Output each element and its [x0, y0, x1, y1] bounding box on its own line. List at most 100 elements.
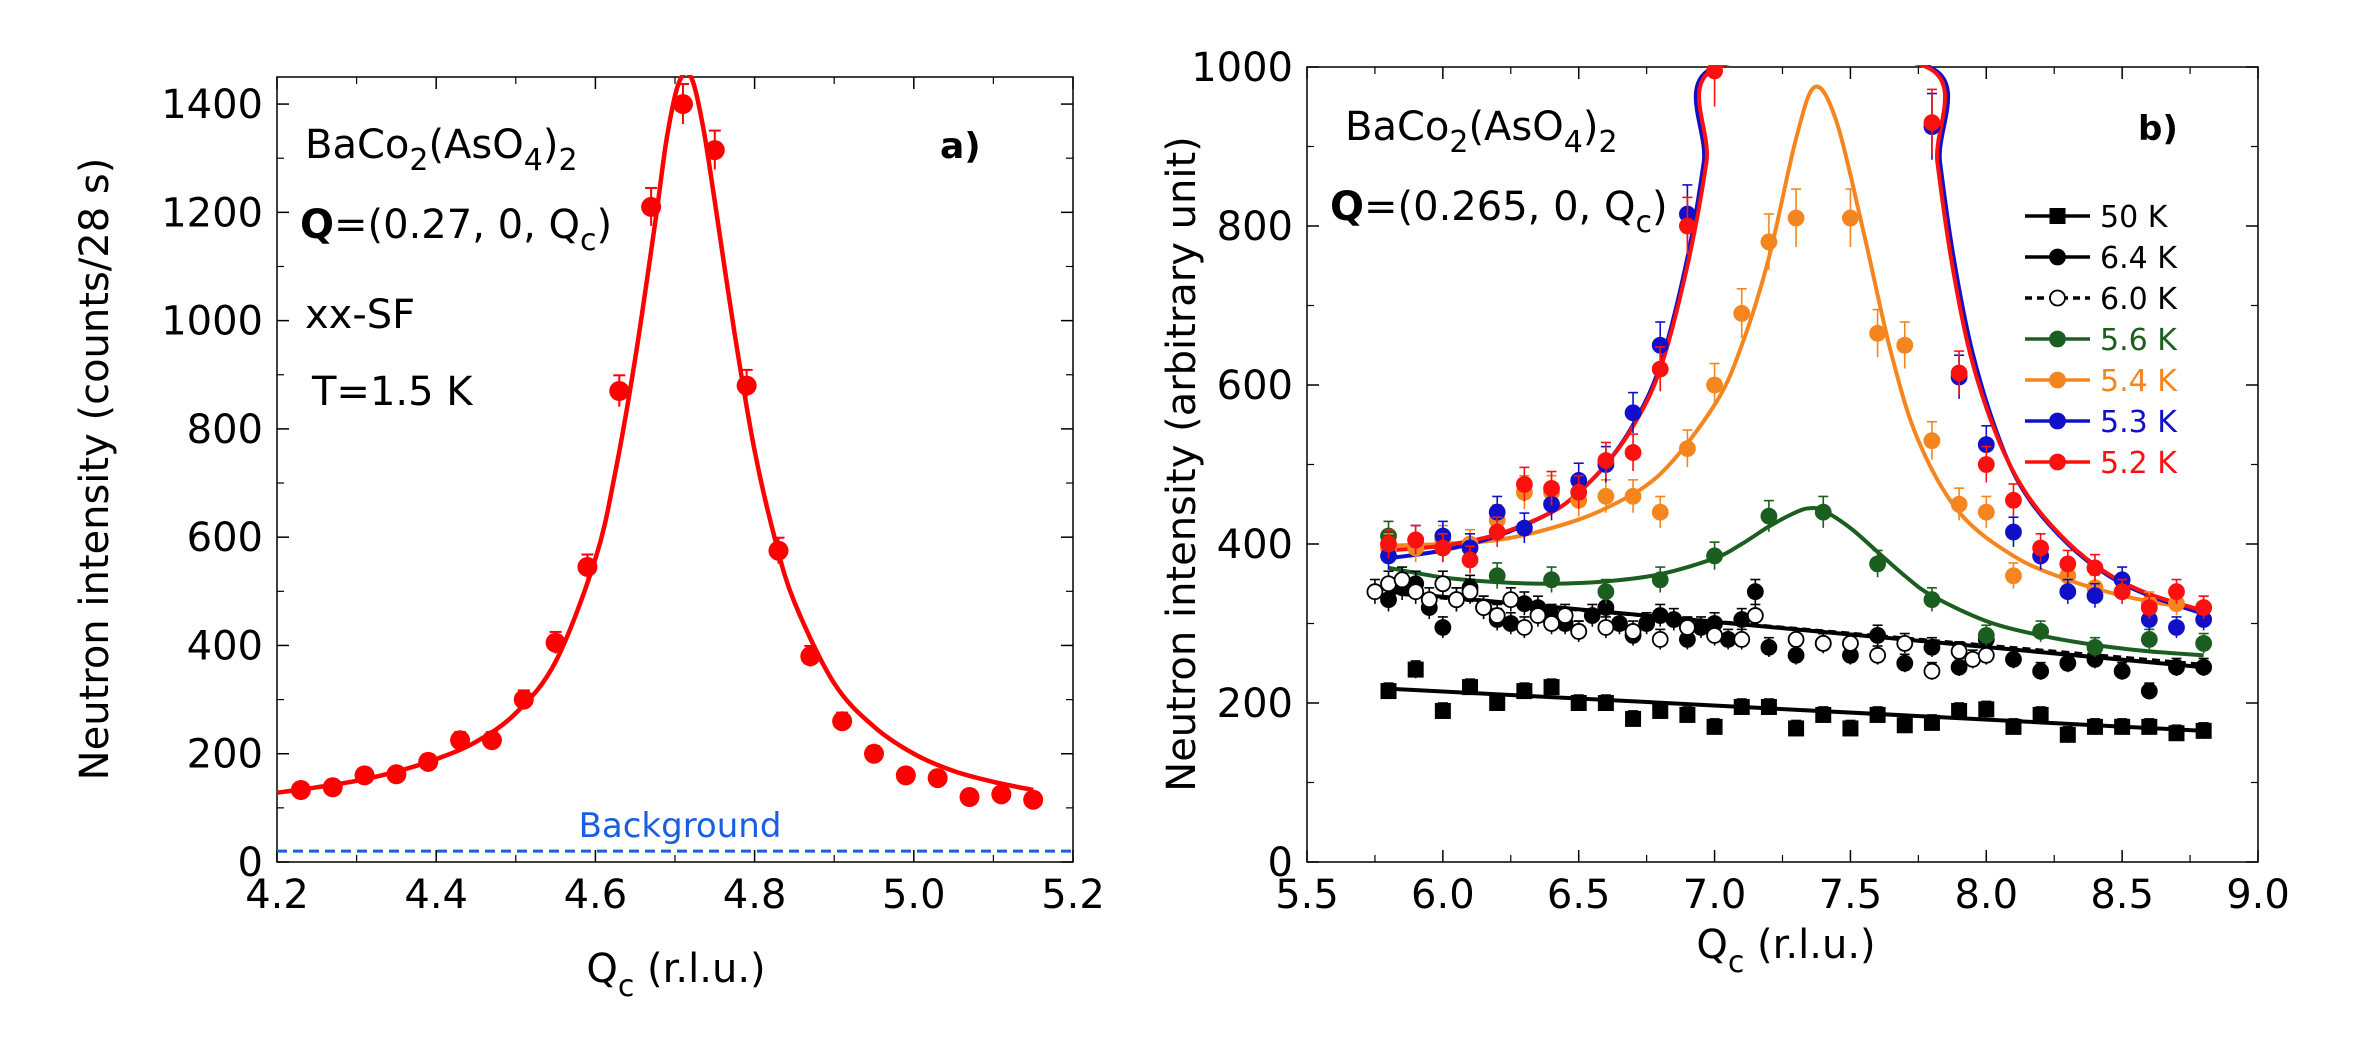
y-tick-label: 0	[1268, 840, 1293, 886]
data-point	[672, 94, 693, 115]
data-point	[2032, 662, 2050, 680]
data-point	[1597, 583, 1615, 601]
data-point	[1488, 607, 1506, 624]
data-point	[895, 765, 916, 786]
panel-b-q-vector: Q=(0.265, 0, Qc)	[1330, 184, 1668, 240]
data-point	[2168, 619, 2185, 636]
data-point	[1842, 634, 1859, 652]
data-point	[1624, 487, 1642, 505]
data-point	[800, 646, 821, 667]
data-point	[354, 765, 375, 786]
data-point	[1611, 615, 1628, 632]
panel-a-xlabel: Qc (r.l.u.)	[586, 946, 765, 1004]
data-point	[1760, 638, 1778, 656]
data-point	[1746, 607, 1764, 624]
data-point	[1380, 535, 1397, 553]
data-point	[1787, 631, 1805, 648]
data-point	[1652, 702, 1669, 719]
data-point	[1787, 646, 1805, 664]
legend-marker	[2049, 371, 2066, 389]
data-point	[1516, 683, 1533, 700]
data-point	[1950, 364, 1968, 382]
data-point	[1380, 683, 1397, 700]
data-point	[2114, 718, 2131, 735]
data-point	[1393, 571, 1411, 589]
data-point	[1434, 702, 1451, 719]
data-point	[2113, 583, 2131, 601]
data-point	[1869, 706, 1886, 723]
data-point	[768, 540, 789, 561]
data-point	[1815, 706, 1832, 723]
data-point	[2141, 718, 2158, 735]
data-point	[1896, 336, 1914, 354]
data-point	[1896, 717, 1913, 734]
data-point	[1624, 623, 1642, 640]
data-point	[1515, 595, 1533, 613]
x-tick-label: 6.0	[1411, 872, 1475, 918]
data-point	[1977, 503, 1995, 521]
data-point	[2059, 726, 2076, 743]
x-tick-label: 4.2	[245, 872, 309, 918]
data-point	[1679, 440, 1696, 458]
data-point	[1543, 479, 1560, 497]
data-point	[2005, 567, 2022, 585]
y-tick-label: 800	[1217, 204, 1293, 250]
data-point	[1923, 432, 1941, 450]
y-tick-label: 1200	[161, 190, 263, 236]
data-point	[1760, 698, 1777, 715]
y-tick-label: 400	[187, 623, 263, 669]
panel-a-label: a)	[940, 126, 981, 167]
data-point	[1583, 607, 1601, 624]
data-point	[1977, 627, 1995, 644]
data-point	[1570, 483, 1588, 501]
data-point	[1760, 507, 1778, 525]
data-point	[1597, 452, 1615, 469]
panel-a-mode: xx-SF	[305, 292, 415, 338]
panel-a-frame	[276, 76, 1074, 863]
legend-label: 5.4 K	[2100, 364, 2178, 399]
data-point	[1597, 487, 1615, 505]
data-point	[1814, 503, 1832, 521]
panel-a-ticks: 4.2 4.4 4.6 4.8 5.0 5.2 0 200 400 600 800 1000 1200 1…	[161, 77, 1105, 918]
x-tick-label: 9.0	[2226, 872, 2290, 918]
panel-b-label: b)	[2138, 109, 2178, 149]
data-point	[1706, 627, 1723, 644]
legend-label: 6.0 K	[2100, 282, 2178, 317]
data-point	[1951, 702, 1968, 719]
legend-label: 5.2 K	[2100, 446, 2178, 481]
data-point	[1733, 611, 1751, 628]
data-point	[1706, 718, 1723, 735]
data-point	[2032, 539, 2050, 557]
panel-a-compound: BaCo2(AsO4)2	[305, 122, 578, 178]
data-point	[2086, 587, 2104, 605]
data-point	[2032, 706, 2049, 723]
data-point	[1896, 634, 1914, 652]
panel-a-q-vector: Q=(0.27, 0, Qc)	[300, 202, 612, 258]
data-point	[1923, 714, 1940, 731]
data-point	[1407, 583, 1425, 601]
data-point	[1407, 661, 1424, 678]
data-point	[641, 196, 662, 217]
data-point	[1733, 305, 1751, 322]
data-point	[1706, 65, 1723, 80]
data-point	[1788, 720, 1805, 737]
data-point	[2140, 682, 2158, 700]
fit-line-6-0-K	[1374, 589, 2204, 667]
panel-a-background: Background	[277, 806, 1073, 853]
data-point	[450, 730, 471, 751]
data-point	[1896, 654, 1914, 672]
data-point	[418, 751, 439, 772]
fit-line-5-6-K	[1388, 505, 2204, 658]
panel-b-fits	[1374, 65, 2205, 733]
data-point	[2005, 650, 2022, 668]
data-point	[2113, 662, 2131, 680]
data-point	[959, 787, 980, 808]
data-point	[2086, 559, 2104, 577]
data-point	[1515, 475, 1533, 493]
fit-line	[276, 75, 1034, 795]
data-point	[1407, 531, 1425, 549]
data-point	[2195, 634, 2213, 652]
panel-b-ylabel: Neutron intensity (arbitrary unit)	[1159, 136, 1205, 791]
data-point	[1869, 555, 1886, 573]
data-point	[1869, 646, 1886, 664]
